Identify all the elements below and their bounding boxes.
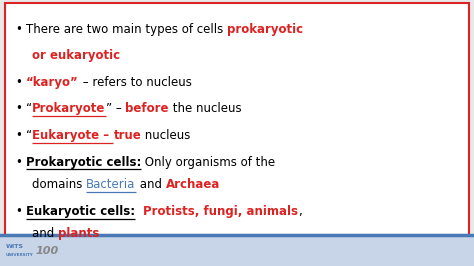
Text: Only organisms of the: Only organisms of the — [141, 156, 275, 169]
Text: and: and — [136, 178, 165, 191]
Text: •: • — [15, 205, 22, 218]
Text: prokaryotic: prokaryotic — [227, 23, 303, 36]
Text: •: • — [15, 23, 22, 36]
Text: Protists, fungi, animals: Protists, fungi, animals — [143, 205, 298, 218]
Text: Eukaryote –: Eukaryote – — [32, 129, 113, 142]
FancyBboxPatch shape — [5, 3, 469, 235]
Text: true: true — [113, 129, 141, 142]
Text: Bacteria: Bacteria — [86, 178, 136, 191]
Text: plants: plants — [58, 227, 100, 240]
Text: UNIVERSITY: UNIVERSITY — [6, 253, 34, 257]
Text: “: “ — [26, 129, 32, 142]
Text: There are two main types of cells: There are two main types of cells — [26, 23, 227, 36]
Text: and: and — [32, 227, 58, 240]
Text: 100: 100 — [36, 246, 59, 256]
Text: “karyo”: “karyo” — [26, 76, 79, 89]
Text: •: • — [15, 129, 22, 142]
Text: ” –: ” – — [106, 102, 125, 115]
Bar — [0, 235, 474, 266]
Text: – refers to nucleus: – refers to nucleus — [79, 76, 191, 89]
Text: Eukaryotic cells:: Eukaryotic cells: — [26, 205, 135, 218]
Text: ,: , — [298, 205, 301, 218]
Text: “: “ — [26, 102, 32, 115]
Text: •: • — [15, 76, 22, 89]
Text: WITS: WITS — [6, 244, 24, 249]
Text: •: • — [15, 102, 22, 115]
Text: the nucleus: the nucleus — [169, 102, 241, 115]
Text: before: before — [125, 102, 169, 115]
Text: or eukaryotic: or eukaryotic — [32, 49, 120, 62]
Text: nucleus: nucleus — [141, 129, 191, 142]
Text: Prokaryotic cells:: Prokaryotic cells: — [26, 156, 141, 169]
Text: •: • — [15, 156, 22, 169]
Text: Prokaryote: Prokaryote — [32, 102, 106, 115]
Text: Archaea: Archaea — [165, 178, 220, 191]
Text: domains: domains — [32, 178, 86, 191]
